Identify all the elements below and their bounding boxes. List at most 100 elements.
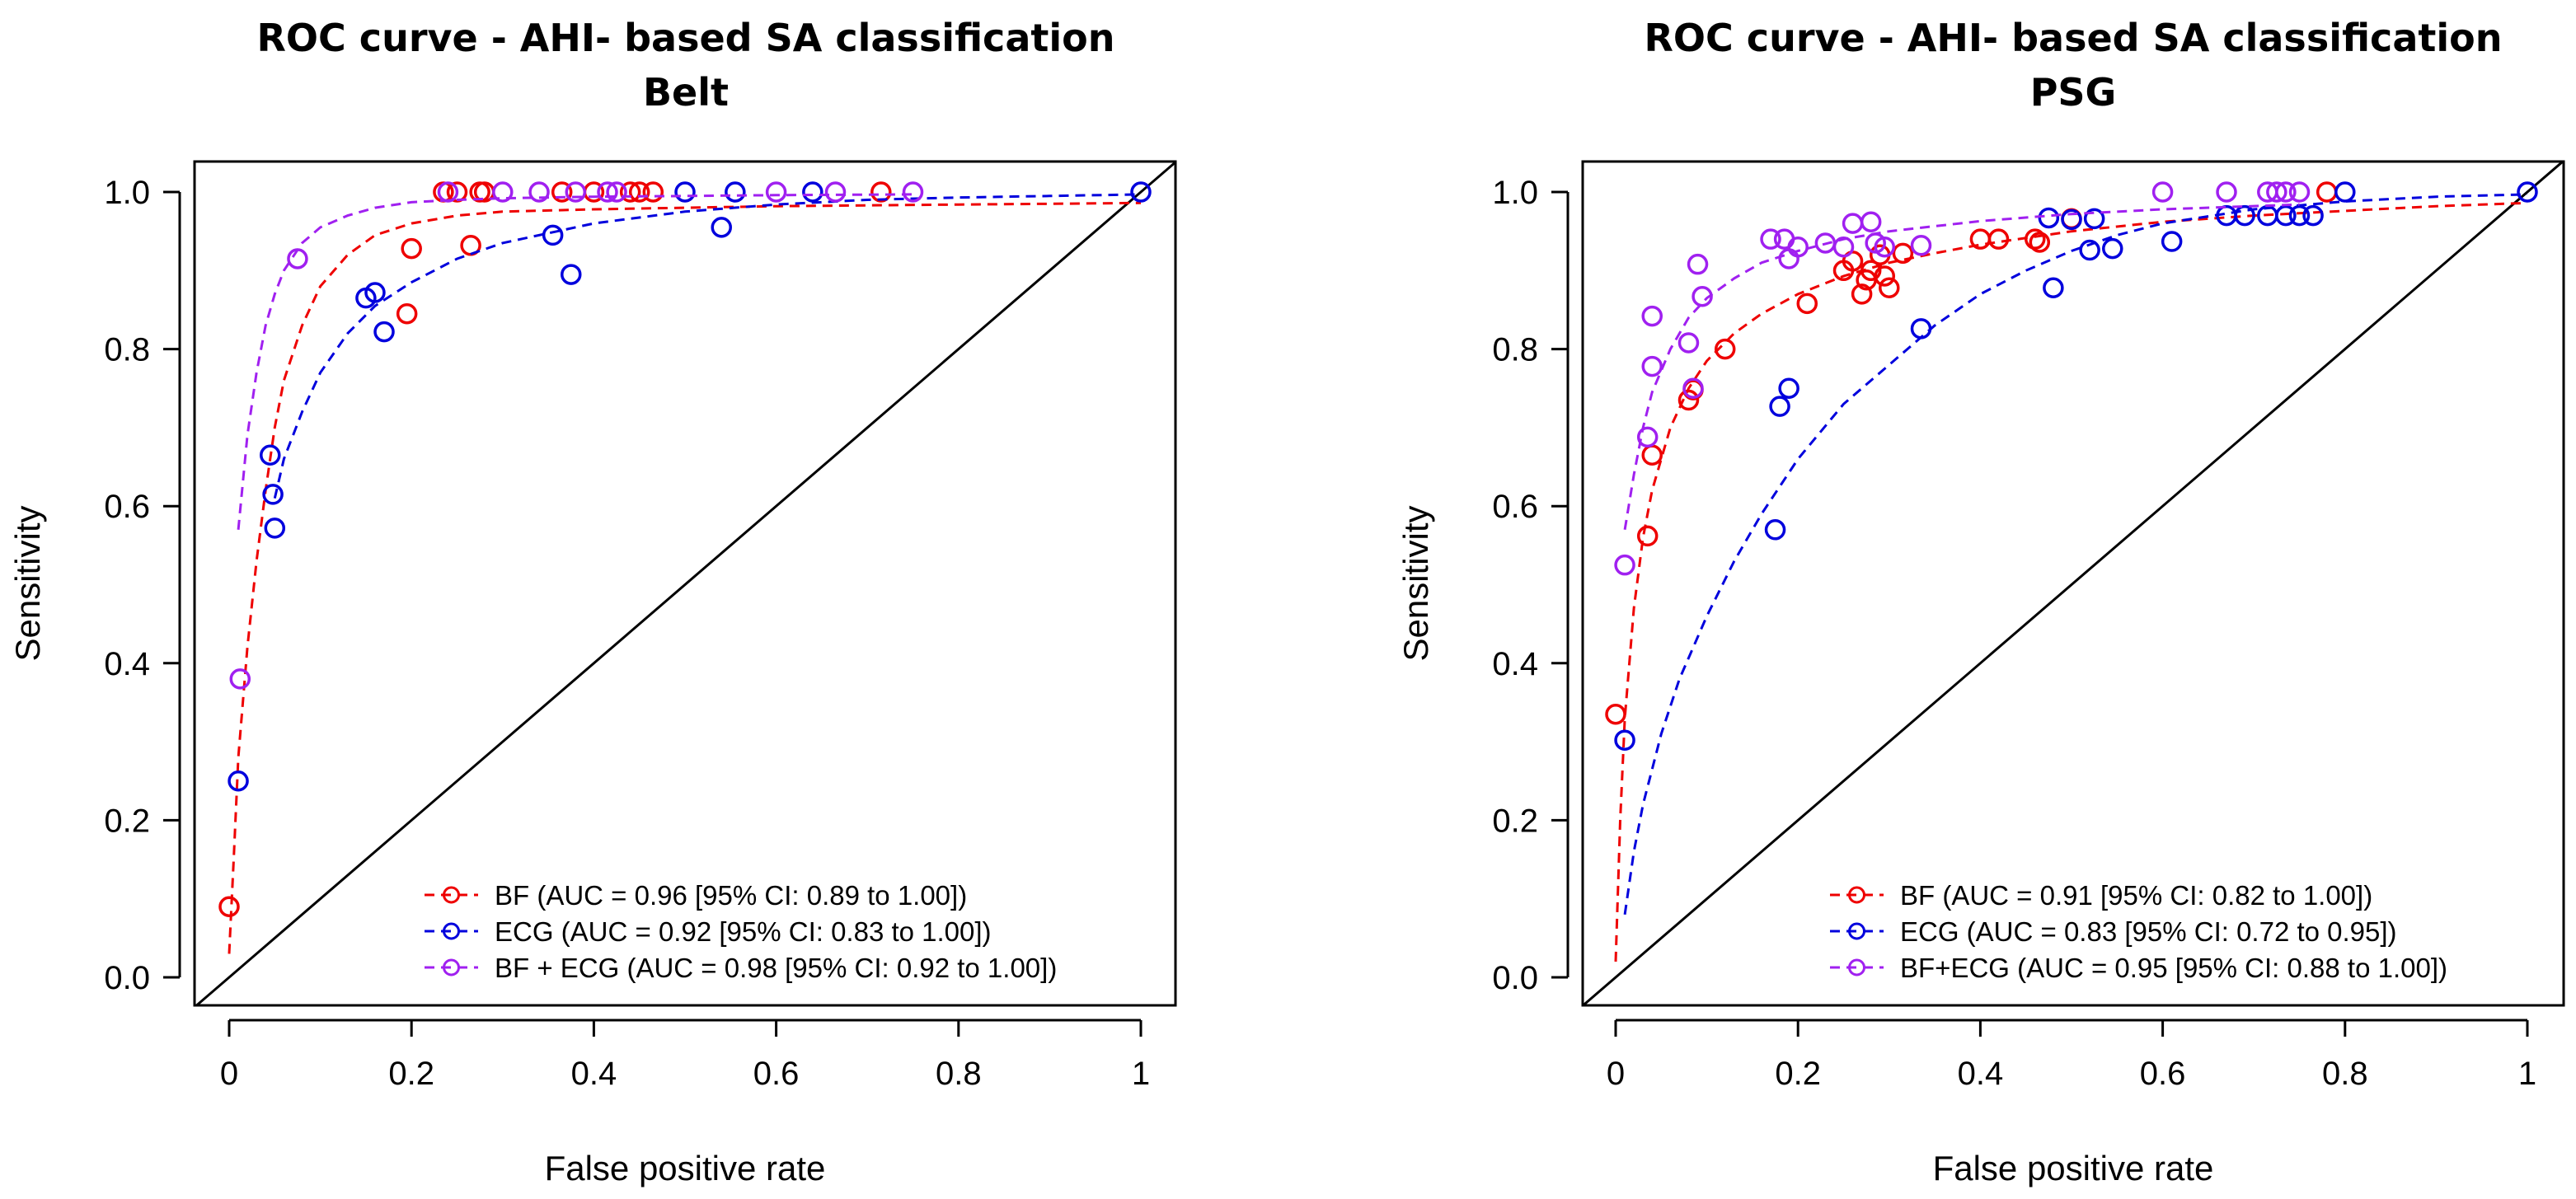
data-point: [2043, 277, 2064, 299]
y-tick-label: 0.4: [1492, 646, 1538, 682]
data-point: [1778, 248, 1799, 269]
data-point: [2234, 204, 2255, 227]
data-point: [2061, 208, 2082, 231]
data-point: [1687, 253, 1709, 275]
y-tick-label: 0.2: [1492, 803, 1538, 839]
plot-frame: [1581, 160, 2565, 1007]
x-axis-title: False positive rate: [1933, 1149, 2214, 1187]
legend-marker-swatch: [1848, 922, 1865, 940]
y-tick-label: 0.6: [104, 489, 150, 525]
legend-label: BF+ECG (AUC = 0.95 [95% CI: 0.88 to 1.00…: [1900, 953, 2447, 983]
data-point: [1682, 377, 1704, 399]
data-point: [1860, 260, 1882, 282]
series-2: [229, 181, 924, 690]
data-point: [396, 302, 418, 325]
plot-area: [1583, 162, 2564, 1005]
legend-item: BF+ECG (AUC = 0.95 [95% CI: 0.88 to 1.00…: [1830, 953, 2447, 983]
series-1: [1614, 181, 2538, 916]
data-point: [1874, 265, 1896, 287]
data-point: [2275, 181, 2297, 203]
data-point: [1641, 305, 1663, 327]
legend-marker-swatch: [1848, 886, 1865, 904]
series-fit-line: [1614, 201, 2528, 962]
data-point: [628, 181, 650, 203]
x-tick-label: 1: [2518, 1056, 2536, 1092]
series-fit-line: [237, 193, 913, 530]
series-fit-line: [1623, 193, 2528, 916]
y-tick-label: 0.0: [1492, 960, 1538, 996]
legend-item: BF (AUC = 0.91 [95% CI: 0.82 to 1.00]): [1830, 880, 2372, 911]
chart-subtitle: PSG: [2030, 70, 2117, 115]
x-tick-label: 0.4: [1958, 1056, 2004, 1092]
data-point: [902, 181, 924, 203]
data-point: [2266, 181, 2287, 203]
y-tick-label: 0.4: [104, 646, 150, 682]
roc-panel-belt: ROC curve - AHI- based SA classification…: [8, 16, 1177, 1187]
legend-item: ECG (AUC = 0.83 [95% CI: 0.72 to 0.95]): [1830, 916, 2397, 947]
data-point: [492, 181, 514, 203]
data-point: [725, 181, 746, 203]
data-point: [2316, 181, 2338, 203]
data-point: [1860, 211, 1882, 232]
series-fit-line: [1623, 203, 2300, 531]
data-point: [1130, 181, 1152, 203]
legend-label: BF + ECG (AUC = 0.98 [95% CI: 0.92 to 1.…: [495, 953, 1057, 983]
y-tick-label: 0.8: [1492, 332, 1538, 368]
data-point: [619, 181, 641, 203]
data-point: [2102, 237, 2123, 260]
data-point: [2025, 228, 2046, 250]
data-point: [401, 237, 422, 260]
legend-marker-swatch: [443, 922, 460, 940]
x-tick-label: 0.6: [753, 1056, 800, 1092]
data-point: [1832, 236, 1855, 258]
data-point: [542, 224, 564, 246]
data-point: [373, 321, 395, 343]
chart-subtitle: Belt: [643, 70, 729, 115]
data-point: [2288, 181, 2311, 203]
legend-marker-swatch: [1848, 958, 1865, 977]
data-point: [528, 181, 550, 203]
series-fit-line: [228, 201, 1142, 954]
x-tick-label: 0: [220, 1056, 238, 1092]
data-point: [2288, 204, 2311, 227]
plot-frame: [193, 160, 1177, 1007]
data-point: [2083, 208, 2105, 230]
x-tick-label: 0.2: [388, 1056, 434, 1092]
data-point: [1614, 554, 1635, 576]
data-point: [1787, 236, 1809, 258]
series-2: [1614, 181, 2311, 576]
data-point: [1636, 426, 1659, 448]
data-point: [870, 181, 892, 203]
data-point: [802, 181, 823, 203]
y-tick-label: 0.2: [104, 803, 150, 839]
legend-label: BF (AUC = 0.96 [95% CI: 0.89 to 1.00]): [495, 880, 967, 911]
legend-marker-swatch: [443, 886, 460, 904]
legend-label: BF (AUC = 0.91 [95% CI: 0.82 to 1.00]): [1900, 880, 2372, 911]
plot-area: [195, 162, 1175, 1005]
data-point: [1778, 377, 1799, 399]
x-tick-label: 0: [1607, 1056, 1625, 1092]
legend-label: ECG (AUC = 0.92 [95% CI: 0.83 to 1.00]): [495, 916, 992, 947]
data-point: [228, 770, 249, 792]
data-point: [1769, 396, 1790, 417]
data-point: [2029, 232, 2051, 253]
data-point: [2275, 204, 2297, 227]
y-tick-label: 1.0: [104, 175, 150, 211]
data-point: [2302, 204, 2324, 227]
x-tick-label: 0.6: [2140, 1056, 2186, 1092]
reference-diagonal-line: [195, 162, 1175, 1005]
data-point: [1892, 242, 1914, 265]
legend-item: ECG (AUC = 0.92 [95% CI: 0.83 to 1.00]): [425, 916, 992, 947]
data-point: [1760, 228, 1781, 250]
data-point: [1605, 703, 1626, 725]
y-axis-title: Sensitivity: [1396, 505, 1435, 661]
data-point: [565, 181, 587, 203]
data-point: [2038, 207, 2060, 229]
data-point: [1796, 293, 1818, 315]
data-point: [364, 282, 386, 303]
series-fit-line: [273, 193, 1142, 499]
roc-panel-psg: ROC curve - AHI- based SA classification…: [1396, 16, 2565, 1187]
data-point: [218, 896, 240, 917]
data-point: [437, 181, 459, 203]
chart-title: ROC curve - AHI- based SA classification: [257, 16, 1115, 60]
